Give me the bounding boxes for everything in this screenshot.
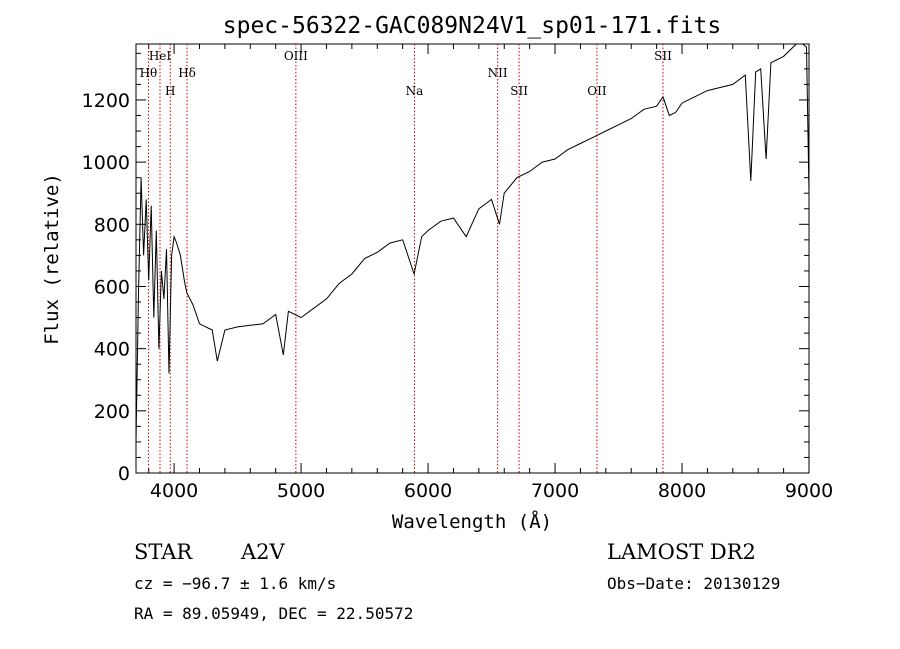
y-tick-label: 200 — [94, 401, 130, 423]
chart-title: spec-56322-GAC089N24V1_sp01-171.fits — [223, 13, 722, 39]
line-marker-label: Hδ — [178, 66, 196, 80]
x-tick-label: 4000 — [150, 480, 198, 502]
y-axis-label: Flux (relative) — [41, 173, 63, 345]
x-tick-labels: 4000 5000 6000 7000 8000 9000 — [150, 480, 833, 502]
line-marker-label: NII — [488, 66, 508, 80]
line-marker-label: OIII — [284, 49, 308, 63]
axis-ticks — [136, 44, 810, 474]
x-tick-label: 7000 — [531, 480, 579, 502]
coordinates: RA = 89.05949, DEC = 22.50572 — [134, 604, 413, 623]
x-tick-label: 8000 — [658, 480, 706, 502]
y-tick-labels: 0 200 400 600 800 1000 1200 — [82, 90, 130, 485]
survey-name: LAMOST DR2 — [607, 540, 756, 564]
y-tick-label: 1200 — [82, 90, 130, 112]
line-marker-label: OII — [587, 84, 607, 98]
y-tick-label: 800 — [94, 214, 130, 236]
y-tick-label: 0 — [118, 463, 130, 485]
object-class: STAR — [134, 540, 193, 564]
x-tick-label: 9000 — [785, 480, 833, 502]
plot-frame — [135, 43, 810, 474]
line-marker-label: Hθ — [140, 66, 158, 80]
line-marker-label: HeI — [149, 49, 172, 63]
line-marker-label: SII — [510, 84, 528, 98]
object-subclass: A2V — [240, 540, 286, 564]
line-marker-label: Na — [406, 84, 424, 98]
observation-date: Obs−Date: 20130129 — [607, 574, 780, 593]
line-markers — [147, 44, 664, 473]
x-tick-label: 5000 — [277, 480, 325, 502]
y-tick-label: 400 — [94, 339, 130, 361]
redshift-cz: cz = −96.7 ± 1.6 km/s — [134, 574, 336, 593]
x-tick-label: 6000 — [404, 480, 452, 502]
x-axis-label: Wavelength (Å) — [392, 510, 552, 533]
line-marker-label: H — [165, 84, 175, 98]
line-marker-label: SII — [654, 49, 672, 63]
y-tick-label: 1000 — [82, 152, 130, 174]
spectrum-line — [135, 43, 810, 442]
y-tick-label: 600 — [94, 276, 130, 298]
